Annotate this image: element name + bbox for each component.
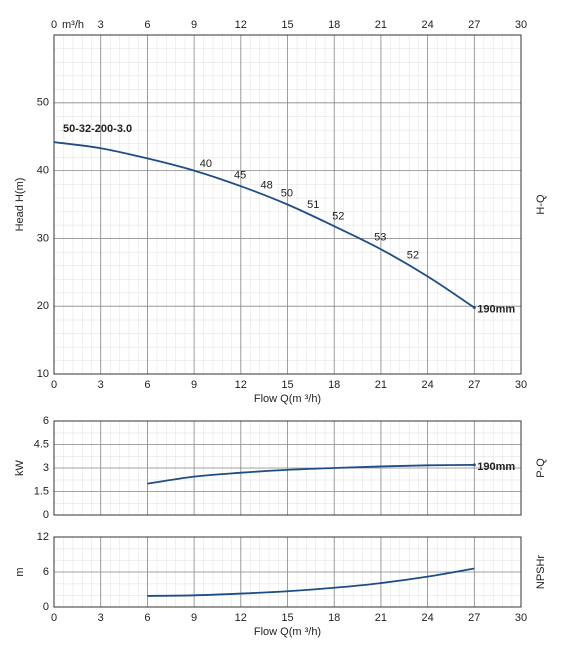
top-unit: m³/h: [62, 19, 84, 31]
x-tick-label: 0: [51, 612, 57, 624]
end-label: 190mm: [477, 461, 515, 473]
x-tick-label: 3: [98, 379, 104, 391]
x-tick-label: 24: [421, 612, 433, 624]
end-point: [472, 463, 476, 467]
x-tick-label: 27: [468, 379, 480, 391]
curve: [147, 463, 475, 485]
y-tick-label: 30: [37, 232, 49, 244]
y-tick-label: 12: [37, 531, 49, 543]
top-tick-label: 30: [515, 19, 527, 31]
y-tick-label: 1.5: [34, 485, 49, 497]
top-tick-label: 27: [468, 19, 480, 31]
top-tick-label: 24: [421, 19, 433, 31]
efficiency-label: 51: [307, 199, 319, 211]
x-tick-label: 6: [144, 379, 150, 391]
x-axis-title: Flow Q(m ³/h): [254, 626, 321, 638]
y-tick-label: 0: [43, 601, 49, 613]
y-tick-label: 3: [43, 462, 49, 474]
y-tick-label: 40: [37, 165, 49, 177]
efficiency-label: 52: [407, 250, 419, 262]
series-label: 50-32-200-3.0: [63, 123, 132, 135]
efficiency-label: 53: [374, 231, 386, 243]
top-tick-label: 9: [191, 19, 197, 31]
efficiency-label: 40: [200, 158, 212, 170]
y-tick-label: 6: [43, 566, 49, 578]
x-tick-label: 30: [515, 612, 527, 624]
efficiency-label: 48: [260, 179, 272, 191]
x-tick-label: 6: [144, 612, 150, 624]
efficiency-label: 50: [281, 187, 293, 199]
y-tick-label: 4.5: [34, 438, 49, 450]
end-point: [472, 306, 476, 310]
x-tick-label: 3: [98, 612, 104, 624]
y-axis-title: kW: [14, 459, 26, 476]
x-tick-label: 9: [191, 379, 197, 391]
x-tick-label: 21: [375, 379, 387, 391]
y-tick-label: 10: [37, 368, 49, 380]
x-tick-label: 9: [191, 612, 197, 624]
efficiency-label: 45: [234, 170, 246, 182]
curve: [53, 141, 475, 309]
x-axis-title: Flow Q(m ³/h): [254, 393, 321, 405]
x-tick-label: 24: [421, 379, 433, 391]
end-label: 190mm: [477, 303, 515, 315]
efficiency-label: 52: [332, 211, 344, 223]
curve: [147, 567, 475, 597]
side-label: NPSHr: [535, 555, 547, 590]
y-axis-title: Head H(m): [14, 178, 26, 232]
x-tick-label: 12: [235, 612, 247, 624]
top-tick-label: 12: [235, 19, 247, 31]
x-tick-label: 15: [281, 612, 293, 624]
x-tick-label: 30: [515, 379, 527, 391]
top-tick-label: 21: [375, 19, 387, 31]
top-tick-label: 0: [51, 19, 57, 31]
x-tick-label: 21: [375, 612, 387, 624]
x-tick-label: 15: [281, 379, 293, 391]
y-tick-label: 6: [43, 415, 49, 427]
y-tick-label: 0: [43, 509, 49, 521]
x-tick-label: 27: [468, 612, 480, 624]
y-tick-label: 50: [37, 97, 49, 109]
x-tick-label: 18: [328, 379, 340, 391]
x-tick-label: 18: [328, 612, 340, 624]
y-axis-title: m: [14, 567, 26, 576]
plot-frame: [53, 34, 522, 375]
top-tick-label: 3: [98, 19, 104, 31]
side-label: H-Q: [535, 194, 547, 215]
top-tick-label: 15: [281, 19, 293, 31]
top-tick-label: 18: [328, 19, 340, 31]
x-tick-label: 0: [51, 379, 57, 391]
x-tick-label: 12: [235, 379, 247, 391]
top-tick-label: 6: [144, 19, 150, 31]
y-tick-label: 20: [37, 300, 49, 312]
side-label: P-Q: [535, 458, 547, 478]
plot-frame: [53, 536, 522, 608]
plot-frame: [53, 420, 522, 516]
